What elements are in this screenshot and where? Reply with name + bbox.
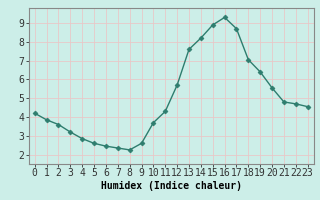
X-axis label: Humidex (Indice chaleur): Humidex (Indice chaleur) — [101, 181, 242, 191]
